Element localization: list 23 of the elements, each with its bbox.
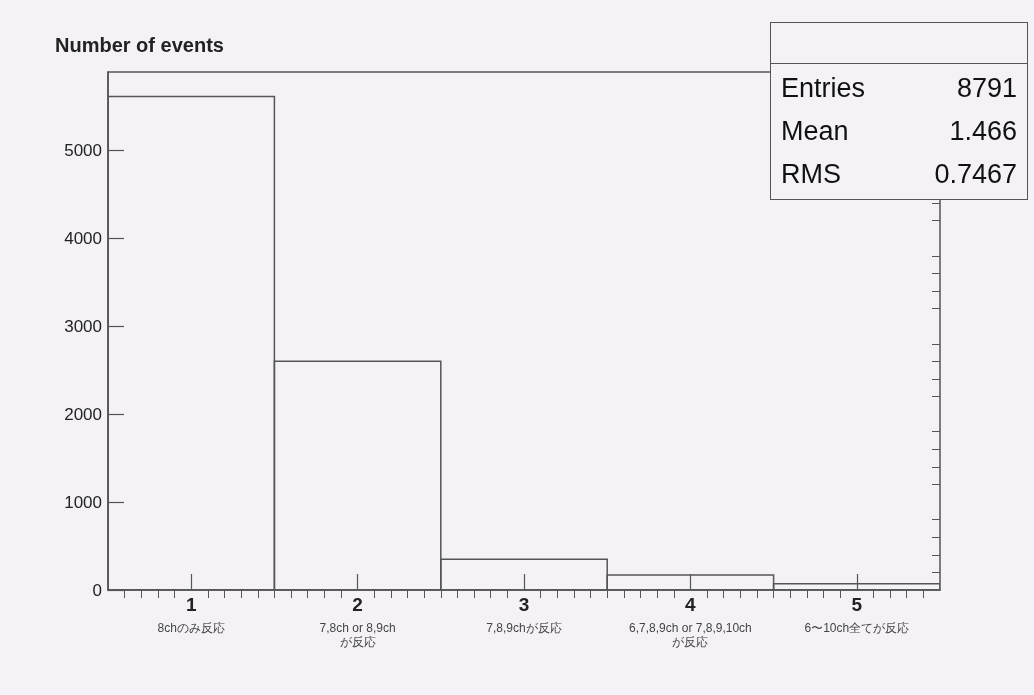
annotation: Entries — [781, 71, 866, 104]
annotation: 0.7467 — [934, 157, 1017, 190]
annotation: Mean — [781, 114, 849, 147]
text: 8791 — [956, 72, 1017, 103]
x-tick-label: 5 — [851, 594, 863, 615]
chart-title: Number of events — [55, 34, 224, 56]
y-tick-label: 0 — [92, 580, 102, 600]
text: 7,8,9chが反応 — [486, 621, 562, 635]
text: 6〜10ch全てが反応 — [804, 621, 910, 635]
annotation: RMS — [781, 157, 841, 190]
x-tick-label: 2 — [352, 594, 363, 615]
y-tick-label: 5000 — [64, 140, 102, 160]
text: 8chのみ反応 — [157, 621, 225, 635]
text: 7,8ch or 8,9ch が反応 — [319, 621, 396, 649]
y-tick-label: 3000 — [64, 316, 102, 336]
text: 6,7,8,9ch or 7,8,9,10ch が反応 — [629, 621, 752, 649]
text: 1.466 — [949, 115, 1017, 146]
y-tick-label: 4000 — [64, 228, 102, 248]
x-tick-label: 1 — [185, 594, 197, 615]
y-tick-label: 1000 — [64, 492, 102, 512]
x-tick-label: 4 — [685, 594, 697, 615]
y-tick-label: 2000 — [64, 404, 102, 424]
x-tick-label: 3 — [518, 594, 530, 615]
